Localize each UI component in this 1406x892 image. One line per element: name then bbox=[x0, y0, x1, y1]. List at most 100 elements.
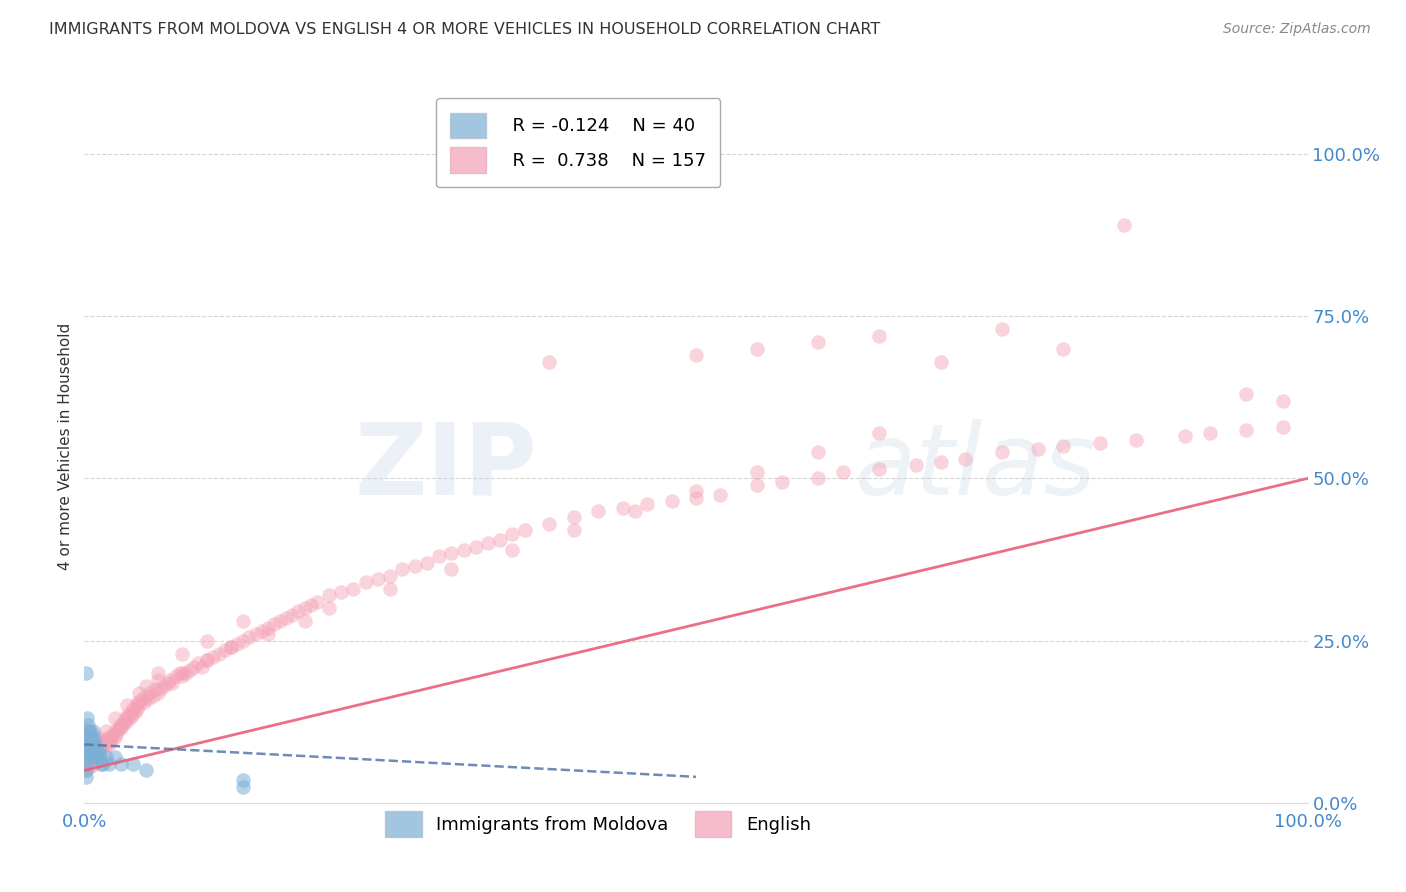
Point bbox=[281, 607, 304, 622]
Point bbox=[807, 335, 830, 350]
Point bbox=[179, 663, 201, 677]
Point bbox=[562, 524, 585, 538]
Point bbox=[156, 675, 179, 690]
Point bbox=[104, 724, 127, 739]
Point bbox=[77, 718, 100, 732]
Point bbox=[80, 744, 103, 758]
Point bbox=[636, 497, 658, 511]
Point bbox=[294, 614, 316, 628]
Point bbox=[953, 452, 976, 467]
Point bbox=[165, 669, 187, 683]
Point bbox=[134, 695, 156, 709]
Point bbox=[685, 484, 707, 499]
Point bbox=[440, 546, 463, 560]
Point bbox=[391, 562, 413, 576]
Point bbox=[87, 747, 110, 761]
Point bbox=[82, 744, 104, 758]
Point bbox=[245, 627, 267, 641]
Point bbox=[257, 627, 280, 641]
Point bbox=[77, 754, 100, 768]
Point bbox=[159, 673, 181, 687]
Point bbox=[287, 604, 309, 618]
Point bbox=[685, 348, 707, 362]
Point bbox=[86, 754, 108, 768]
Point bbox=[1272, 419, 1295, 434]
Point bbox=[93, 738, 115, 752]
Point bbox=[76, 724, 98, 739]
Point bbox=[747, 342, 769, 356]
Point bbox=[77, 731, 100, 745]
Point bbox=[84, 750, 107, 764]
Point bbox=[75, 731, 97, 745]
Point bbox=[115, 698, 138, 713]
Point bbox=[747, 478, 769, 492]
Point bbox=[76, 738, 98, 752]
Point bbox=[118, 711, 141, 725]
Text: IMMIGRANTS FROM MOLDOVA VS ENGLISH 4 OR MORE VEHICLES IN HOUSEHOLD CORRELATION C: IMMIGRANTS FROM MOLDOVA VS ENGLISH 4 OR … bbox=[49, 22, 880, 37]
Point bbox=[162, 675, 184, 690]
Point bbox=[195, 633, 218, 648]
Point bbox=[219, 640, 242, 654]
Point bbox=[169, 666, 191, 681]
Point bbox=[89, 750, 111, 764]
Point bbox=[232, 614, 254, 628]
Point bbox=[153, 679, 176, 693]
Point bbox=[1088, 435, 1111, 450]
Point bbox=[502, 526, 524, 541]
Point bbox=[105, 724, 128, 739]
Point bbox=[75, 770, 97, 784]
Point bbox=[107, 721, 129, 735]
Point bbox=[83, 744, 105, 758]
Point bbox=[90, 740, 112, 755]
Point bbox=[86, 744, 108, 758]
Point bbox=[219, 640, 242, 654]
Point bbox=[75, 744, 97, 758]
Point bbox=[187, 657, 209, 671]
Point bbox=[416, 556, 439, 570]
Point bbox=[96, 734, 118, 748]
Point bbox=[111, 718, 134, 732]
Point bbox=[84, 750, 107, 764]
Point bbox=[125, 702, 148, 716]
Point bbox=[538, 354, 561, 368]
Point bbox=[232, 773, 254, 788]
Point bbox=[75, 764, 97, 778]
Point bbox=[103, 731, 125, 745]
Point bbox=[354, 575, 377, 590]
Point bbox=[513, 524, 536, 538]
Point bbox=[226, 637, 249, 651]
Point bbox=[624, 504, 647, 518]
Point bbox=[1236, 423, 1258, 437]
Point bbox=[124, 705, 146, 719]
Point bbox=[75, 756, 97, 771]
Point bbox=[208, 647, 231, 661]
Point bbox=[108, 718, 131, 732]
Point bbox=[502, 542, 524, 557]
Point bbox=[257, 621, 280, 635]
Point bbox=[929, 455, 952, 469]
Point bbox=[104, 750, 127, 764]
Point bbox=[105, 728, 128, 742]
Point bbox=[214, 643, 236, 657]
Point bbox=[869, 461, 891, 475]
Point bbox=[127, 695, 149, 709]
Point bbox=[96, 724, 118, 739]
Point bbox=[232, 633, 254, 648]
Point bbox=[1114, 219, 1136, 233]
Point bbox=[807, 471, 830, 485]
Point bbox=[97, 738, 120, 752]
Point bbox=[89, 738, 111, 752]
Point bbox=[101, 728, 124, 742]
Point bbox=[1198, 425, 1220, 440]
Point bbox=[612, 500, 634, 515]
Point bbox=[174, 666, 197, 681]
Point bbox=[77, 750, 100, 764]
Point bbox=[76, 711, 98, 725]
Point bbox=[82, 750, 104, 764]
Point bbox=[128, 698, 150, 713]
Point bbox=[263, 617, 285, 632]
Point bbox=[1028, 442, 1050, 457]
Point bbox=[112, 714, 135, 729]
Point bbox=[538, 516, 561, 531]
Point bbox=[367, 572, 389, 586]
